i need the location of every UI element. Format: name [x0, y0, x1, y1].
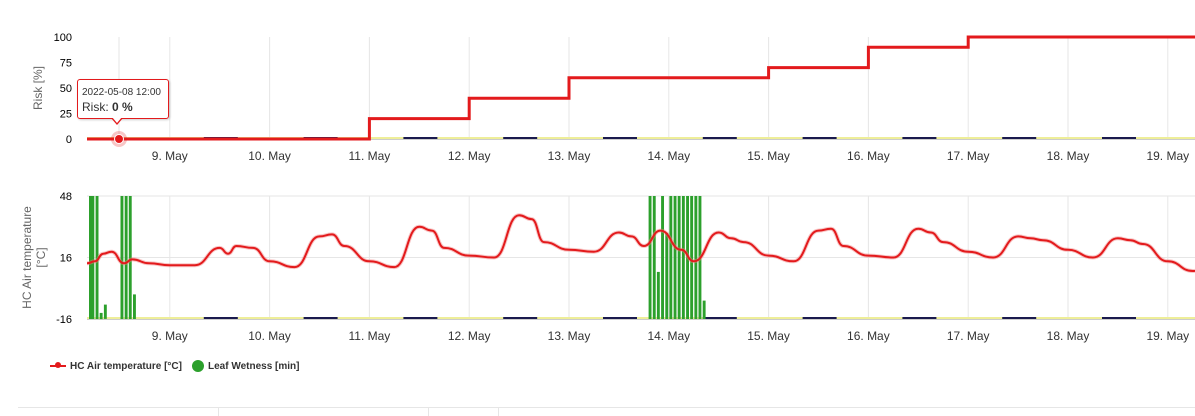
hover-point — [114, 134, 124, 144]
risk-series-line — [87, 35, 1195, 141]
strip-divider — [428, 408, 429, 416]
x-tick-label: 17. May — [947, 329, 990, 343]
leaf-wetness-bar — [690, 196, 694, 319]
y-axis-title-line: HC Air temperature — [20, 206, 34, 309]
x-tick-label: 18. May — [1047, 149, 1090, 163]
y-axis-title: HC Air temperature[°C] — [20, 206, 48, 309]
leaf-wetness-bar — [677, 196, 681, 319]
tooltip-date: 2022-05-08 12:00 — [82, 87, 161, 98]
x-tick-label: 9. May — [152, 149, 188, 163]
y-tick-label: 25 — [60, 109, 72, 121]
leaf-wetness-bar — [673, 196, 677, 319]
leaf-wetness-bar — [656, 271, 660, 320]
x-tick-label: 19. May — [1146, 149, 1189, 163]
x-tick-label: 13. May — [548, 329, 591, 343]
x-tick-label: 12. May — [448, 329, 491, 343]
y-axis-title-line: [°C] — [34, 247, 48, 267]
bottom-divider — [18, 407, 1195, 416]
leaf-wetness-bar — [99, 312, 103, 320]
line-marker-icon — [50, 362, 66, 368]
leaf-wetness-bar — [120, 196, 124, 319]
strip-divider — [218, 408, 219, 416]
circle-icon — [191, 360, 204, 372]
leaf-wetness-bar — [661, 196, 664, 319]
y-tick-label: 0 — [66, 134, 72, 146]
temperature-range-band — [86, 213, 1195, 274]
x-tick-label: 18. May — [1047, 329, 1090, 343]
temperature-leafwetness-chart: -16 16 48 9. May 10. May 11. May 12. May 13. Ma… — [20, 191, 1195, 343]
legend-item-leaf-wetness[interactable]: Leaf Wetness [min] — [191, 360, 300, 372]
leaf-wetness-bar — [91, 196, 95, 319]
x-tick-label: 11. May — [349, 149, 391, 163]
tooltip-label: Risk: — [82, 100, 109, 114]
y-axis-title: Risk [%] — [31, 66, 45, 110]
y-tick-label: -16 — [56, 314, 72, 326]
risk-chart: 9. May 10. May 11. May 12. May 13. May 14. Ma… — [31, 32, 1195, 163]
x-tick-label: 16. May — [847, 329, 890, 343]
tooltip-value: 0 % — [112, 100, 133, 114]
legend-label-temperature: HC Air temperature [°C] — [70, 360, 182, 372]
strip-divider — [498, 408, 499, 416]
leaf-wetness-bar — [681, 196, 685, 319]
y-tick-label: 16 — [60, 253, 72, 265]
y-tick-label: 50 — [60, 83, 72, 95]
x-tick-label: 10. May — [248, 329, 291, 343]
legend-label-leaf-wetness: Leaf Wetness [min] — [207, 360, 300, 372]
leaf-wetness-bar — [694, 196, 698, 319]
leaf-wetness-bar — [665, 232, 669, 319]
leaf-wetness-bar — [669, 196, 673, 319]
x-tick-label: 19. May — [1146, 329, 1189, 343]
x-tick-label: 14. May — [647, 329, 690, 343]
x-tick-label: 13. May — [548, 149, 591, 163]
x-tick-label: 16. May — [847, 149, 890, 163]
x-tick-label: 15. May — [747, 329, 790, 343]
x-tick-label: 17. May — [947, 149, 990, 163]
leaf-wetness-bar — [124, 196, 128, 319]
leaf-wetness-bar — [128, 196, 132, 319]
x-tick-label: 10. May — [248, 149, 291, 163]
leaf-wetness-bar — [652, 196, 656, 319]
tooltip-line: Risk: 0 % — [82, 100, 168, 115]
temperature-series-line — [86, 214, 1195, 273]
leaf-wetness-bar — [133, 294, 136, 319]
tooltip-pointer — [111, 117, 123, 125]
x-tick-label: 15. May — [747, 149, 790, 163]
x-tick-label: 12. May — [448, 149, 491, 163]
y-tick-label: 48 — [60, 191, 72, 203]
y-tick-label: 75 — [60, 58, 72, 70]
leaf-wetness-bar — [103, 304, 107, 319]
leaf-wetness-bar — [702, 300, 706, 319]
y-tick-label: 100 — [54, 32, 72, 44]
x-tick-label: 11. May — [349, 329, 391, 343]
x-tick-label: 9. May — [152, 329, 188, 343]
risk-tooltip: 2022-05-08 12:00 Risk: 0 % — [77, 79, 169, 119]
leaf-wetness-bar — [89, 196, 92, 319]
legend: HC Air temperature [°C] Leaf Wetness [mi… — [50, 360, 299, 372]
leaf-wetness-bar — [95, 196, 99, 319]
legend-item-temperature[interactable]: HC Air temperature [°C] — [50, 361, 182, 372]
x-tick-label: 14. May — [647, 149, 690, 163]
leaf-wetness-bar — [648, 196, 652, 319]
